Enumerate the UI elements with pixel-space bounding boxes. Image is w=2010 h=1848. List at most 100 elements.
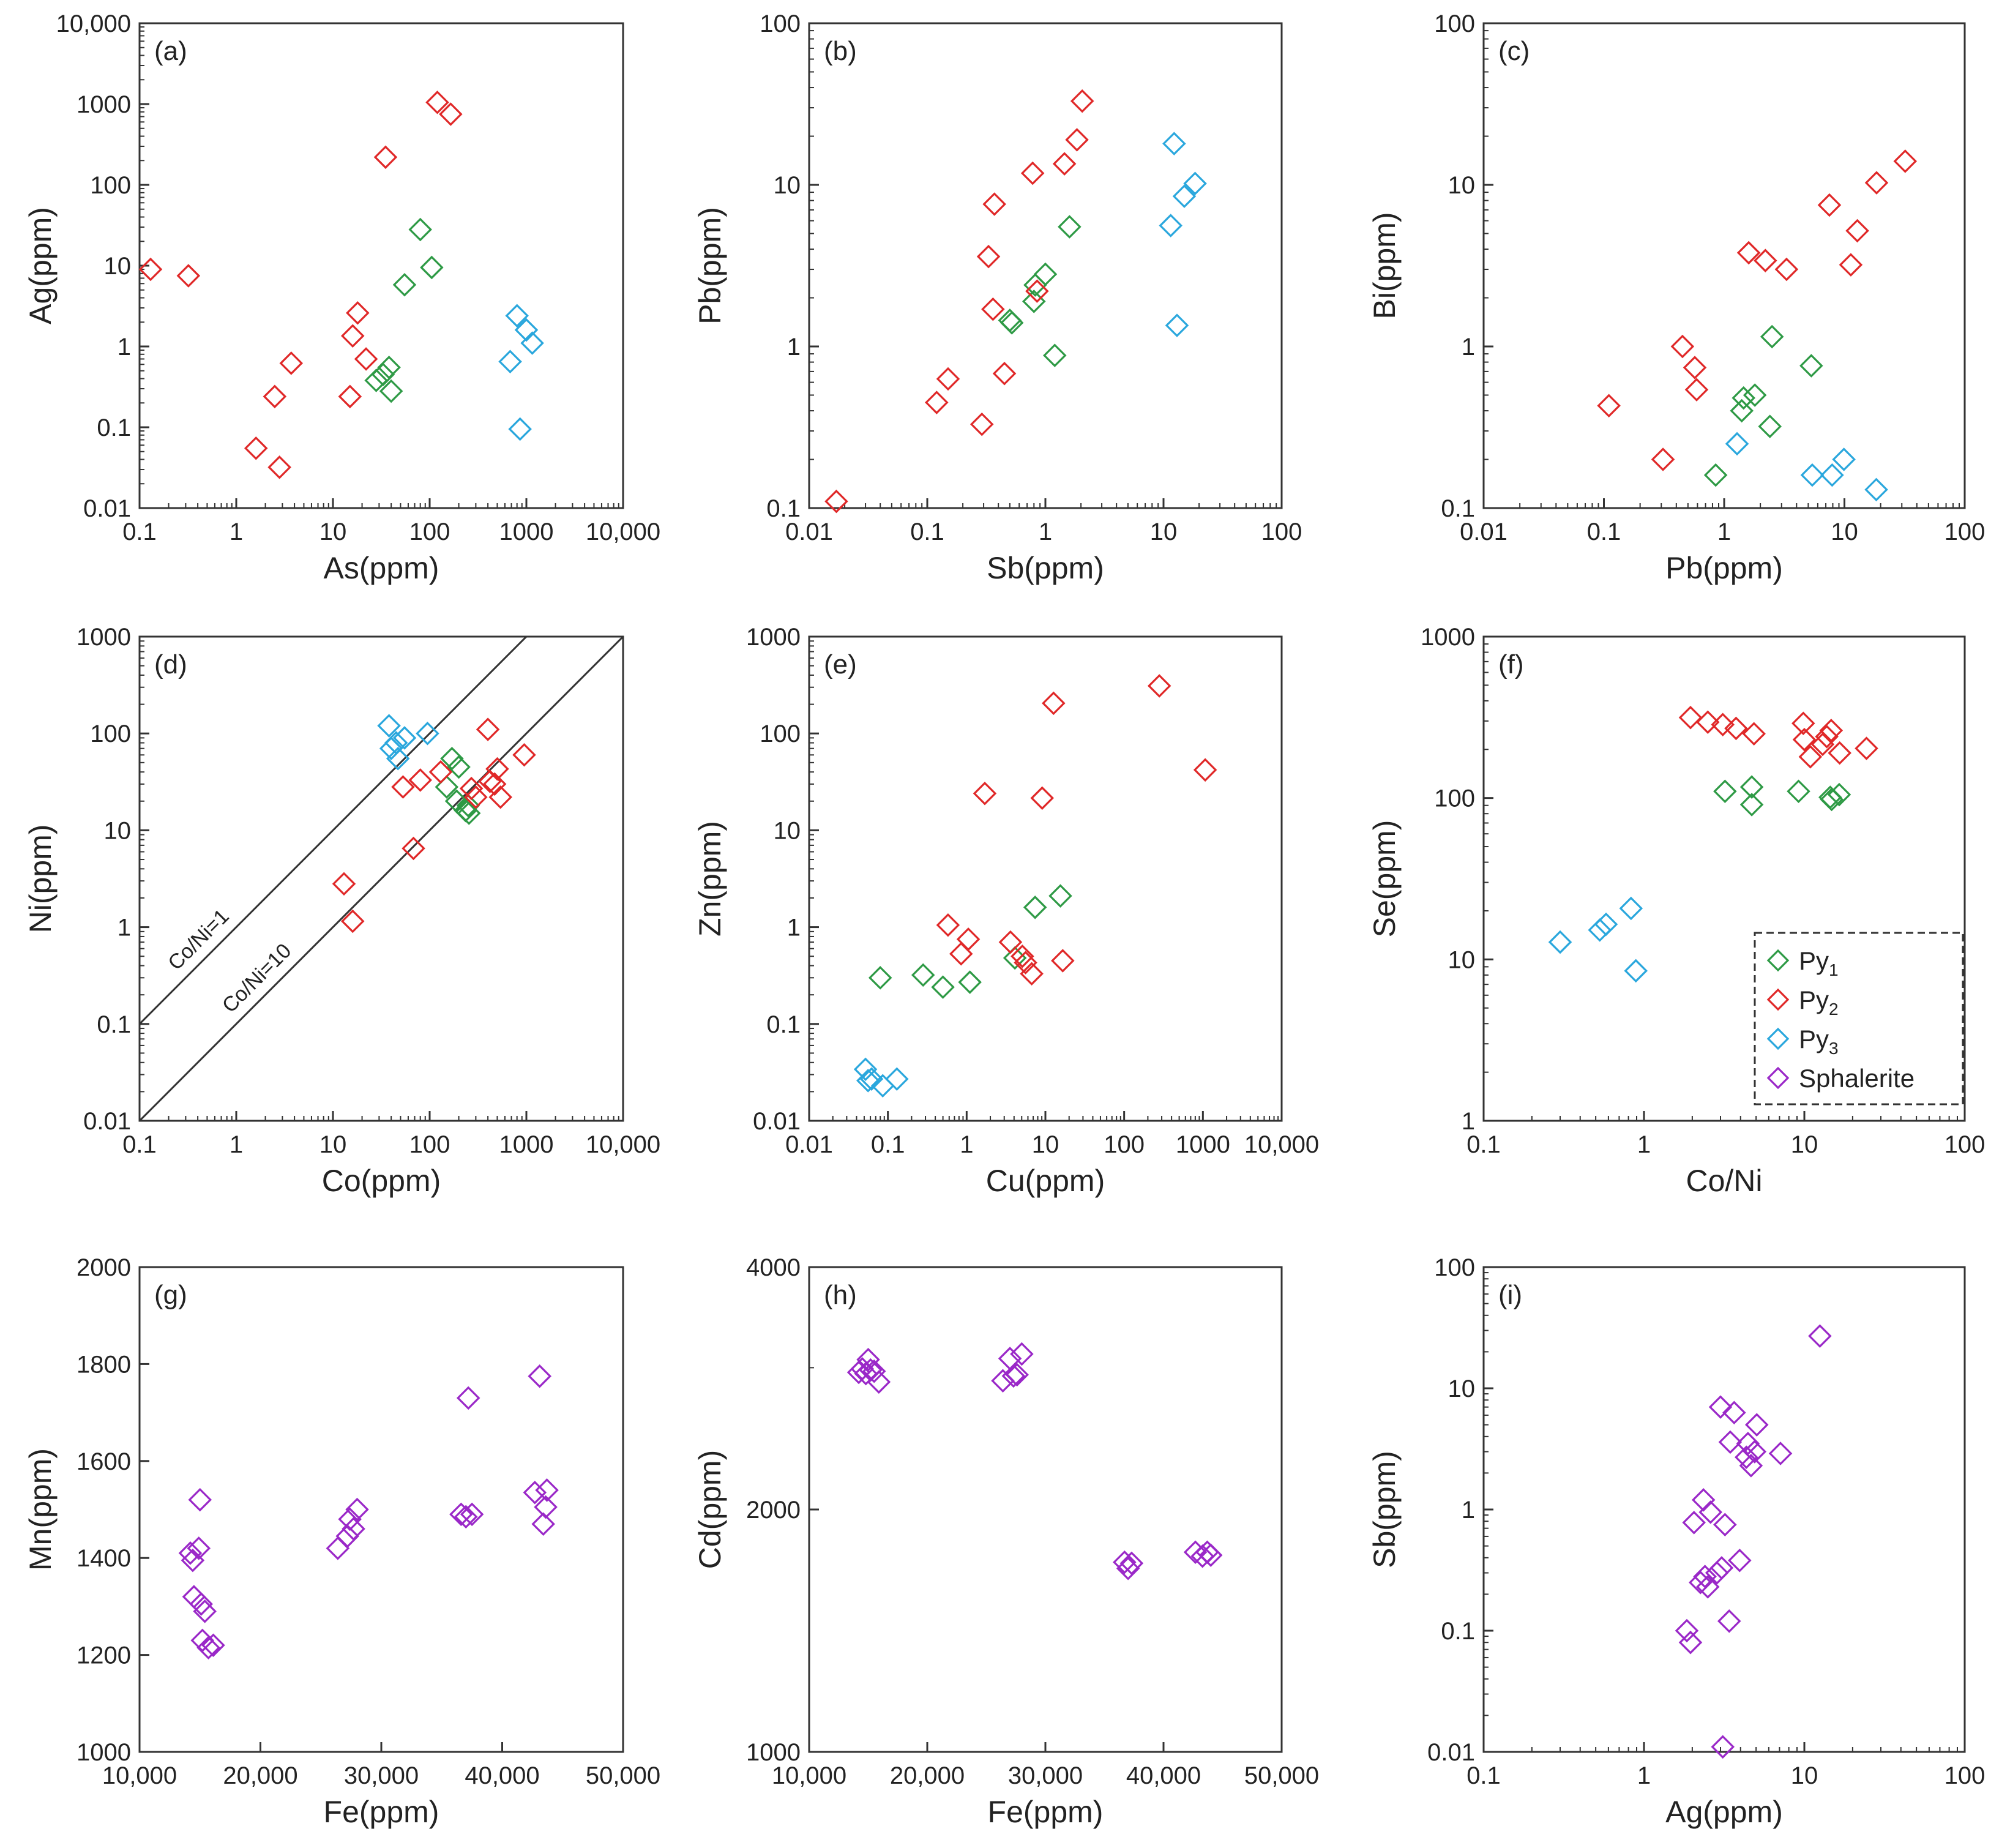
y-tick-label: 2000 [77, 1254, 131, 1281]
data-point-sphalerite [1682, 1511, 1706, 1535]
x-tick-label: 0.1 [1587, 518, 1621, 545]
y-tick-label: 1 [118, 334, 131, 361]
x-tick-label: 30,000 [1008, 1762, 1083, 1789]
data-point-py1 [1739, 793, 1764, 817]
y-tick-label: 0.1 [1441, 1618, 1475, 1645]
legend-marker-sphalerite [1766, 1066, 1790, 1090]
y-tick-label: 0.1 [97, 1011, 131, 1038]
plot-frame [138, 1266, 624, 1753]
data-point-sphalerite [1119, 1551, 1144, 1576]
data-point-sphalerite [189, 1592, 213, 1616]
data-point-sphalerite [188, 1487, 212, 1512]
data-point-py2 [482, 772, 507, 796]
y-tick-label: 1 [118, 915, 131, 941]
panel-e: 0.01 0.1 1 10 100 1000 10,000 0.01 0.1 1 10 100 1000… [693, 624, 1319, 1198]
data-point-sphalerite [1678, 1630, 1703, 1655]
y-tick-label: 1000 [746, 1739, 801, 1766]
panel-label: (i) [1498, 1280, 1522, 1310]
y-tick-label: 10 [104, 253, 132, 280]
data-point-sphalerite [1113, 1550, 1137, 1574]
data-point-py2 [340, 324, 365, 348]
x-tick-label: 10,000 [772, 1762, 846, 1789]
x-tick-label: 20,000 [223, 1762, 297, 1789]
data-point-sphalerite [345, 1497, 369, 1522]
data-point-sphalerite [991, 1369, 1015, 1393]
data-point-sphalerite [335, 1524, 359, 1548]
data-point-py2 [1011, 944, 1034, 968]
y-tick-label: 0.01 [1427, 1739, 1475, 1766]
data-point-sphalerite [856, 1347, 880, 1372]
panel-label: (g) [154, 1280, 187, 1310]
data-point-py1 [447, 755, 471, 779]
data-point-py2 [338, 384, 362, 409]
y-tick-label: 1600 [77, 1448, 131, 1475]
data-point-py3 [498, 350, 522, 373]
data-point-py2 [1792, 728, 1817, 752]
data-point-py1 [1760, 324, 1784, 349]
data-point-py1 [435, 775, 459, 799]
y-tick-label: 10,000 [56, 10, 131, 37]
data-point-sphalerite [1736, 1432, 1760, 1456]
data-point-py1 [456, 793, 480, 818]
panel-g: 10,000 20,000 30,000 40,000 50,000 1000 1200 14… [23, 1254, 660, 1829]
data-point-py1 [1758, 414, 1782, 438]
x-axis-title: As(ppm) [324, 551, 439, 585]
data-point-py3 [377, 714, 401, 738]
data-point-sphalerite [1691, 1488, 1716, 1512]
data-point-py2 [244, 436, 268, 460]
x-tick-label: 10,000 [586, 518, 660, 545]
y-tick-label: 100 [90, 172, 131, 199]
data-point-py2 [1670, 334, 1695, 359]
data-point-py3 [1183, 171, 1207, 195]
data-point-sphalerite [326, 1536, 350, 1560]
data-point-py1 [1827, 782, 1851, 807]
legend-marker-py2 [1766, 988, 1790, 1011]
plot-frame [808, 635, 1283, 1122]
y-axis-title: Cd(ppm) [693, 1450, 727, 1569]
x-tick-label: 40,000 [1126, 1762, 1201, 1789]
data-point-sphalerite [1711, 1735, 1735, 1759]
x-tick-label: 100 [1945, 1131, 1986, 1158]
data-point-sphalerite [1695, 1575, 1720, 1599]
y-tick-label: 1000 [77, 1739, 131, 1766]
panel-label: (c) [1498, 36, 1530, 66]
data-point-sphalerite [1198, 1543, 1223, 1567]
data-point-py1 [1703, 463, 1728, 487]
legend: Py1 Py2 Py3 Sphalerite [1754, 932, 1964, 1105]
data-point-py1 [1743, 383, 1767, 407]
data-point-py2 [936, 367, 960, 391]
legend-box [1754, 932, 1964, 1105]
y-tick-label: 4000 [746, 1254, 801, 1281]
data-point-py2 [488, 785, 512, 809]
data-point-py1 [1787, 779, 1810, 804]
data-point-sphalerite [449, 1502, 473, 1527]
data-point-py2 [1828, 741, 1851, 765]
x-tick-label: 10 [1791, 1131, 1818, 1158]
data-point-py2 [956, 927, 981, 951]
y-axis-title: Ni(ppm) [23, 825, 58, 933]
data-point-sphalerite [1808, 1324, 1832, 1348]
data-point-py3 [1820, 463, 1844, 487]
data-point-py2 [1070, 89, 1094, 113]
y-tick-label: 1 [1462, 334, 1475, 361]
data-point-sphalerite [1190, 1544, 1214, 1568]
data-point-sphalerite [862, 1359, 886, 1383]
data-point-sphalerite [456, 1386, 480, 1410]
data-point-sphalerite [523, 1481, 547, 1505]
x-tick-label: 100 [1261, 518, 1302, 545]
data-point-sphalerite [867, 1370, 891, 1394]
data-point-sphalerite [196, 1636, 220, 1659]
x-axis-title: Fe(ppm) [988, 1795, 1104, 1829]
data-point-sphalerite [178, 1541, 203, 1565]
plot-frame [1482, 22, 1966, 509]
data-point-sphalerite [1735, 1445, 1758, 1469]
panel-a: 0.1 1 10 100 1000 10,0000.010.1110100100010,0… [23, 10, 660, 585]
y-tick-label: 100 [760, 720, 801, 747]
x-tick-label: 0.1 [871, 1131, 905, 1158]
data-point-sphalerite [1005, 1363, 1029, 1387]
data-point-py2 [1774, 257, 1799, 282]
y-tick-label: 1000 [77, 624, 131, 651]
data-point-sphalerite [1718, 1430, 1743, 1454]
